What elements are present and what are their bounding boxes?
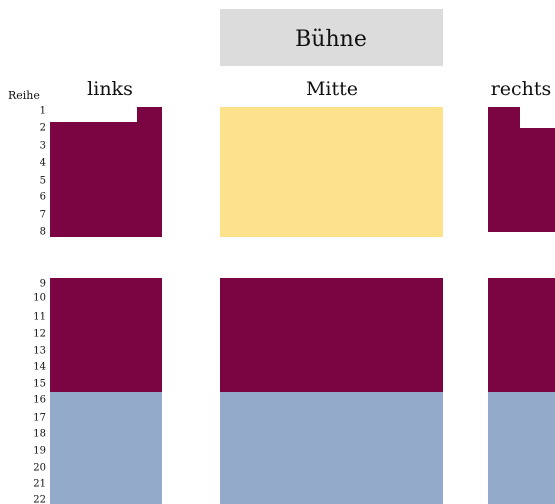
- row-number: 19: [33, 446, 46, 457]
- row-number: 1: [40, 106, 46, 117]
- seat-block: [488, 107, 555, 232]
- row-number: 14: [33, 362, 46, 373]
- seat-block: [488, 278, 555, 392]
- row-number: 4: [40, 158, 46, 169]
- stage: [220, 9, 443, 66]
- row-number: 6: [40, 192, 46, 203]
- seat-block: [220, 107, 443, 237]
- seat-block: [488, 392, 555, 504]
- row-number: 3: [40, 141, 46, 152]
- row-number: 13: [33, 346, 46, 357]
- row-number: 17: [33, 413, 46, 424]
- row-number: 18: [33, 429, 46, 440]
- row-number: 7: [40, 210, 46, 221]
- row-number: 2: [40, 123, 46, 134]
- row-number: 15: [33, 379, 46, 390]
- seat-block: [50, 278, 162, 392]
- seat-block: [50, 392, 162, 504]
- row-number: 11: [33, 312, 46, 323]
- row-number: 22: [33, 495, 46, 504]
- row-number: 12: [33, 329, 46, 340]
- seat-block: [220, 278, 443, 392]
- row-number: 5: [40, 176, 46, 187]
- row-number: 9: [40, 279, 46, 290]
- section-label: Mitte: [306, 78, 358, 100]
- seat-block: [50, 107, 162, 237]
- row-number: 8: [40, 227, 46, 238]
- row-number: 16: [33, 395, 46, 406]
- stage-label: Bühne: [295, 27, 367, 52]
- row-header: Reihe: [8, 89, 40, 102]
- section-label: rechts: [491, 78, 552, 100]
- seat-block: [220, 392, 443, 504]
- row-number: 10: [33, 293, 46, 304]
- row-number: 21: [33, 479, 46, 490]
- row-number: 20: [33, 463, 46, 474]
- section-label: links: [87, 78, 133, 100]
